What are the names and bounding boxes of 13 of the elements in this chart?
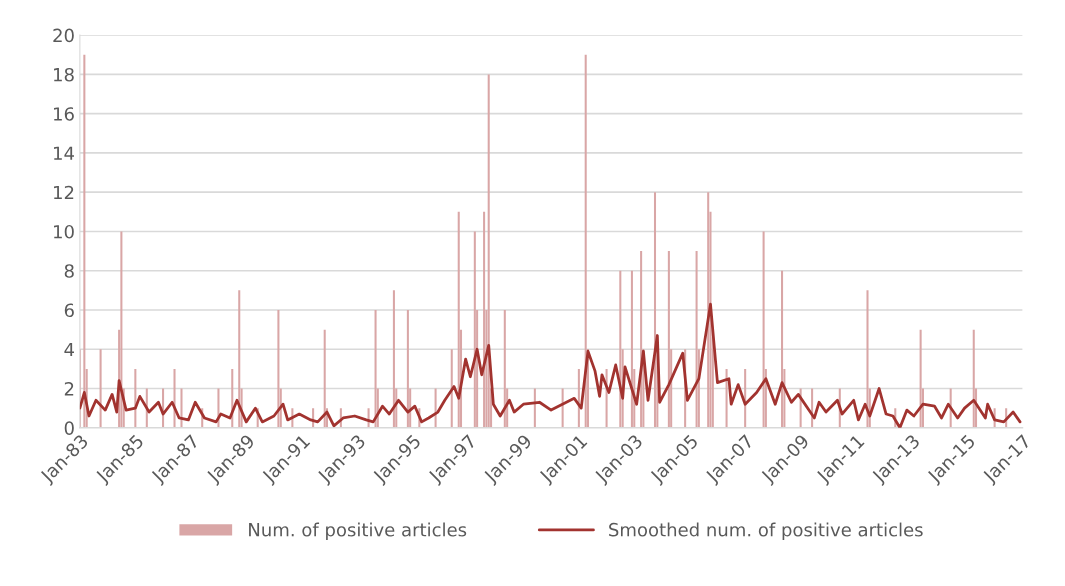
- y-tick-label: 4: [64, 342, 74, 357]
- y-tick-label: 16: [54, 107, 74, 121]
- legend-label: Smoothed num. of positive articles: [609, 522, 923, 541]
- y-tick-label: 2: [64, 381, 74, 396]
- y-tick-label: 18: [54, 67, 74, 82]
- y-tick-label: 14: [54, 146, 74, 160]
- y-tick-label: 0: [64, 421, 74, 435]
- y-tick-label: 12: [54, 185, 74, 200]
- legend-label: Num. of positive articles: [249, 522, 467, 541]
- y-tick-label: 10: [54, 224, 74, 239]
- y-tick-label: 20: [53, 28, 74, 43]
- y-tick-label: 8: [64, 264, 74, 278]
- y-tick-label: 6: [64, 303, 74, 318]
